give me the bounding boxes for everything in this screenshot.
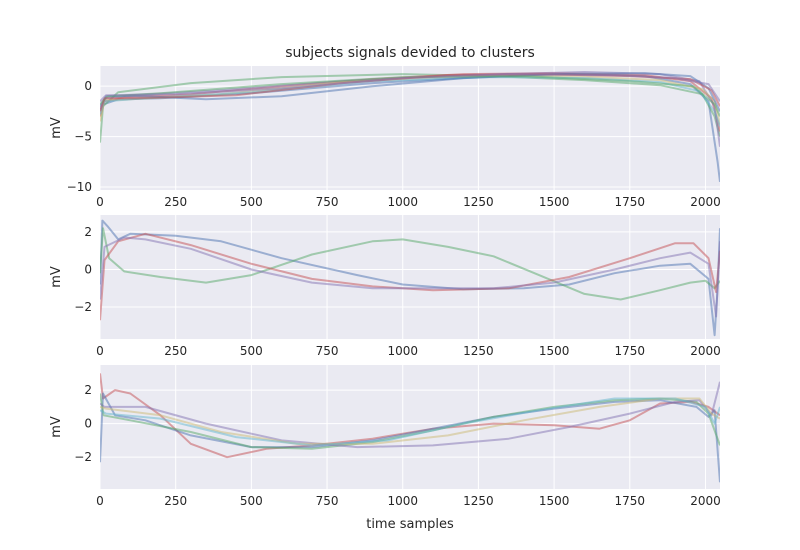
x-tick-label: 1000 xyxy=(387,195,418,209)
x-tick-label: 2000 xyxy=(690,344,721,358)
y-axis-label: mV xyxy=(49,416,64,438)
y-tick-label: 0 xyxy=(84,262,92,276)
x-tick-label: 500 xyxy=(240,195,263,209)
y-tick-label: −2 xyxy=(74,450,92,464)
series-line-3 xyxy=(100,232,720,321)
x-tick-label: 1250 xyxy=(463,494,494,508)
series-line-10 xyxy=(100,73,720,103)
x-tick-label: 1500 xyxy=(539,494,570,508)
x-tick-label: 500 xyxy=(240,494,263,508)
y-tick-label: −10 xyxy=(67,180,92,194)
x-tick-label: 1250 xyxy=(463,195,494,209)
chart-title: subjects signals devided to clusters xyxy=(285,45,535,61)
x-tick-label: 1750 xyxy=(615,195,646,209)
x-tick-label: 750 xyxy=(316,494,339,508)
x-tick-label: 0 xyxy=(96,344,104,358)
x-tick-label: 0 xyxy=(96,195,104,209)
series-line-5 xyxy=(100,397,720,445)
series-line-7 xyxy=(100,72,720,112)
series-line-6 xyxy=(100,397,720,447)
y-tick-label: −5 xyxy=(74,130,92,144)
plot-area xyxy=(100,215,720,339)
x-tick-label: 2000 xyxy=(690,195,721,209)
x-tick-label: 1250 xyxy=(463,344,494,358)
x-tick-label: 250 xyxy=(164,195,187,209)
y-tick-label: −2 xyxy=(74,300,92,314)
series-line-4 xyxy=(100,381,720,449)
y-axis-label: mV xyxy=(49,117,64,139)
x-tick-label: 1000 xyxy=(387,344,418,358)
panel-1: 0 250 500 750 1000 1250 1500 1750 2000 −10 −5 0 mV xyxy=(49,66,721,209)
x-tick-label: 750 xyxy=(316,344,339,358)
y-axis-label: mV xyxy=(49,266,64,288)
y-tick-label: 0 xyxy=(84,417,92,431)
x-tick-label: 0 xyxy=(96,494,104,508)
panel-3: 0 250 500 750 1000 1250 1500 1750 2000 −2 0 2 mV xyxy=(49,365,721,508)
series-line-2 xyxy=(100,392,720,483)
series-line-4 xyxy=(100,236,720,318)
x-tick-label: 250 xyxy=(164,344,187,358)
x-tick-label: 1500 xyxy=(539,195,570,209)
y-tick-label: 2 xyxy=(84,383,92,397)
x-tick-label: 250 xyxy=(164,494,187,508)
plot-area xyxy=(100,66,720,190)
x-tick-label: 1500 xyxy=(539,344,570,358)
x-tick-label: 2000 xyxy=(690,494,721,508)
x-axis-label: time samples xyxy=(366,517,454,532)
series-group xyxy=(100,219,720,337)
x-tick-label: 1750 xyxy=(615,494,646,508)
panel-2: 0 250 500 750 1000 1250 1500 1750 2000 −2 0 2 mV xyxy=(49,215,721,358)
series-group xyxy=(100,71,720,183)
x-tick-label: 1000 xyxy=(387,494,418,508)
series-line-1 xyxy=(100,373,720,459)
series-line-2 xyxy=(100,227,720,301)
series-group xyxy=(100,373,720,483)
x-tick-label: 500 xyxy=(240,344,263,358)
x-tick-label: 750 xyxy=(316,195,339,209)
y-tick-label: 0 xyxy=(84,79,92,93)
y-tick-label: 2 xyxy=(84,225,92,239)
x-tick-label: 1750 xyxy=(615,344,646,358)
